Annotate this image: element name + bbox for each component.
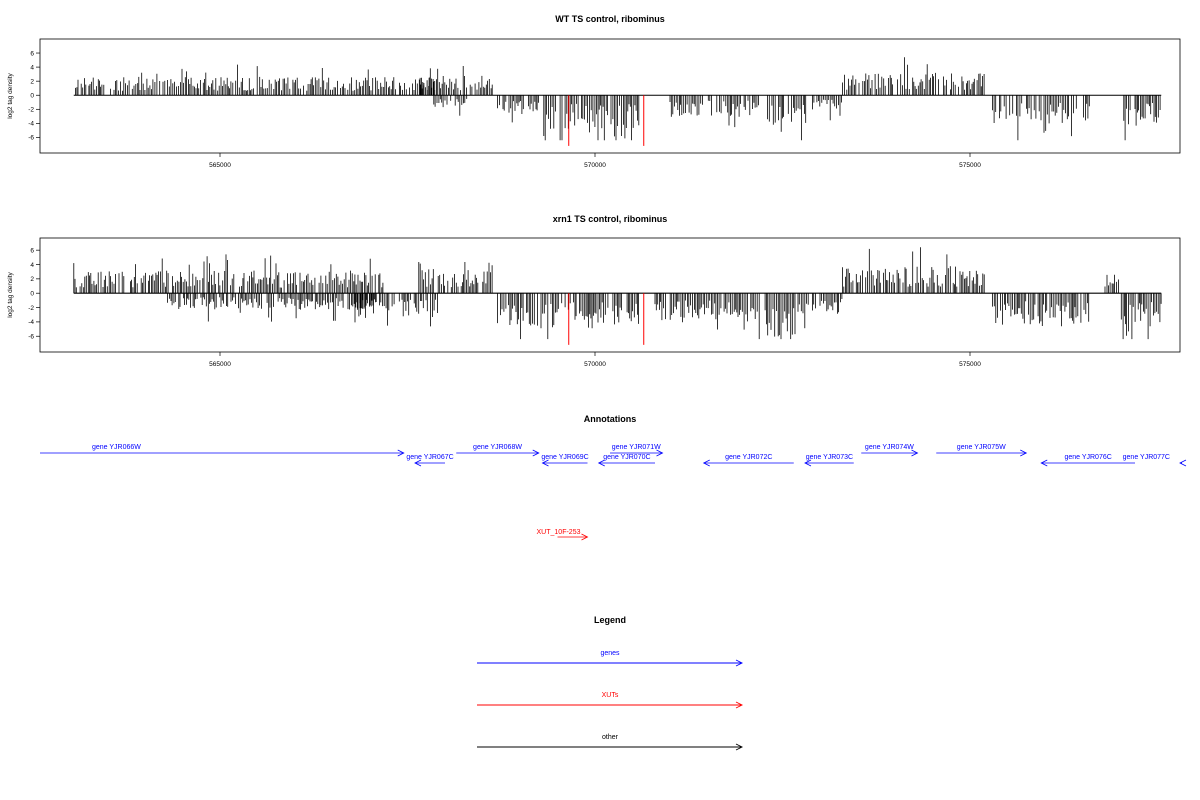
gene-arrow-head — [804, 459, 812, 467]
gene-arrow-head — [397, 449, 405, 457]
gene-label: gene YJR068W — [473, 444, 522, 451]
gene-arrow-head — [702, 459, 710, 467]
gene-arrow-head — [414, 459, 422, 467]
gene-label: gene YJR076C — [1064, 454, 1111, 461]
wt-x-tick-label: 570000 — [584, 162, 606, 169]
xrn1-plot-frame — [39, 237, 1181, 353]
gene-arrows: gene YJR066W gene YJR067C gene YJR068W gene… — [40, 444, 1187, 467]
wt-y-tick-label: -6 — [28, 135, 34, 142]
xrn1-x-tick-label: 570000 — [584, 361, 606, 368]
xrn1-y-tick-label: -6 — [28, 334, 34, 341]
xrn1-track-panel: xrn1 TS control, ribominus log2 tag dens… — [7, 214, 1181, 368]
wt-y-tick-label: 6 — [30, 50, 34, 57]
xrn1-red-markers — [568, 293, 645, 345]
wt-y-tick-label: -2 — [28, 107, 34, 114]
gene-label: gene YJR074W — [865, 444, 914, 451]
xrn1-y-tick-label: 0 — [30, 291, 34, 298]
xrn1-y-tick-label: 6 — [30, 247, 34, 254]
xut-label: XUT_10F-253 — [537, 529, 581, 536]
legend-entry-label: XUTs — [602, 692, 619, 699]
wt-y-tick-label: -4 — [28, 121, 34, 128]
gene-arrow-head — [656, 449, 664, 457]
gene-arrow-head — [1179, 459, 1187, 467]
legend-entries: genes XUTs other — [477, 650, 744, 751]
xrn1-x-tick-label: 565000 — [209, 361, 231, 368]
annotations-title: Annotations — [584, 414, 637, 424]
gene-label: gene YJR069C — [541, 454, 588, 461]
xrn1-y-axis-label: log2 tag density — [7, 271, 14, 317]
legend-entry-arrowhead — [735, 701, 744, 709]
wt-y-tick-label: 2 — [30, 78, 34, 85]
legend-entry-label: genes — [600, 650, 620, 657]
wt-red-markers — [568, 95, 645, 146]
gene-label: gene YJR067C — [406, 454, 453, 461]
gene-arrow-head — [911, 449, 919, 457]
legend-panel: Legend genes XUTs other — [477, 615, 744, 751]
legend-title: Legend — [594, 615, 626, 625]
xrn1-signal-bars — [73, 247, 1162, 340]
wt-x-tick-label: 565000 — [209, 162, 231, 169]
xrn1-y-tick-label: 2 — [30, 276, 34, 283]
xut-arrows: XUT_10F-253 — [537, 529, 589, 541]
wt-plot-frame — [39, 38, 1181, 154]
gene-label: gene YJR077C — [1123, 454, 1170, 461]
xrn1-track-title: xrn1 TS control, ribominus — [553, 214, 668, 224]
gene-label: gene YJR073C — [806, 454, 853, 461]
wt-y-tick-label: 4 — [30, 64, 34, 71]
legend-entry-label: other — [602, 734, 619, 741]
wt-track-panel: WT TS control, ribominus log2 tag densit… — [7, 14, 1181, 169]
xrn1-x-tick-label: 575000 — [959, 361, 981, 368]
legend-entry-arrowhead — [735, 659, 744, 667]
gene-arrow-head — [541, 459, 549, 467]
gene-arrow-head — [532, 449, 540, 457]
gene-label: gene YJR070C — [603, 454, 650, 461]
xrn1-y-tick-label: -4 — [28, 319, 34, 326]
gene-arrow-head — [597, 459, 605, 467]
gene-label: gene YJR072C — [725, 454, 772, 461]
xut-arrow-head — [581, 533, 589, 541]
gene-label: gene YJR071W — [612, 444, 661, 451]
gene-label: gene YJR066W — [92, 444, 141, 451]
wt-signal-bars — [75, 57, 1161, 141]
legend-entry-arrowhead — [735, 743, 744, 751]
wt-x-tick-label: 575000 — [959, 162, 981, 169]
wt-track-title: WT TS control, ribominus — [555, 14, 665, 24]
wt-y-tick-label: 0 — [30, 93, 34, 100]
xrn1-y-tick-label: -2 — [28, 305, 34, 312]
gene-arrow-head — [1040, 459, 1048, 467]
gene-label: gene YJR075W — [957, 444, 1006, 451]
wt-y-axis-label: log2 tag density — [7, 72, 14, 118]
xrn1-y-tick-label: 4 — [30, 262, 34, 269]
gene-arrow-head — [1020, 449, 1028, 457]
